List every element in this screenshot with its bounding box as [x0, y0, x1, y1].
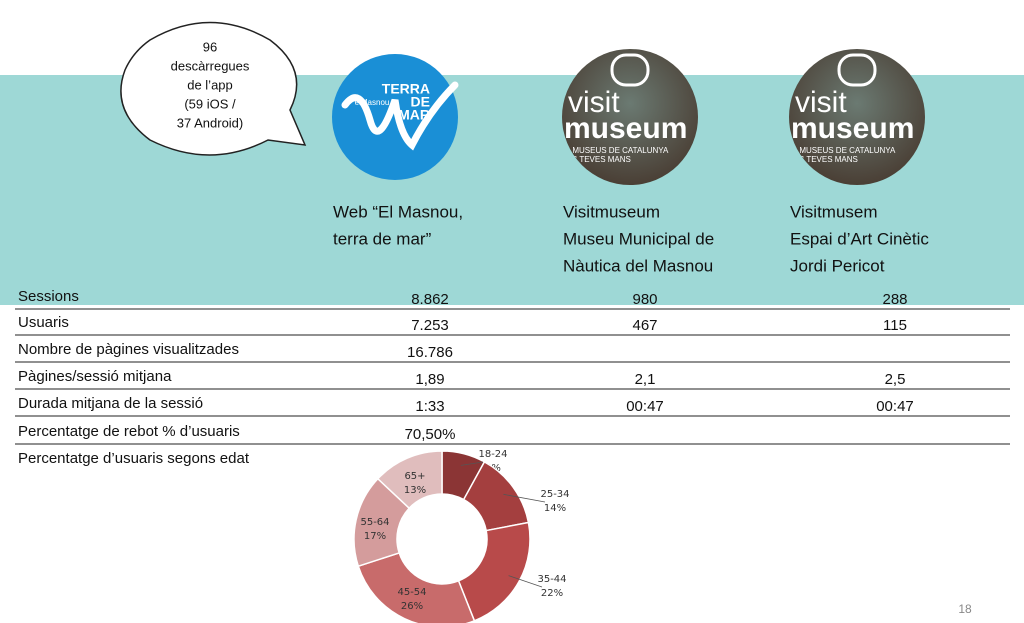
column-header: Espai d’Art Cinètic — [790, 229, 929, 248]
logo-text: visit — [795, 86, 847, 119]
column-header: Jordi Pericot — [790, 256, 885, 275]
cell-value: 2,5 — [885, 371, 906, 388]
row-label: Durada mitjana de la sessió — [18, 395, 203, 412]
segment-label: 35-44 — [537, 574, 566, 585]
row-label: Nombre de pàgines visualitzades — [18, 341, 239, 358]
logo-text: museum — [564, 112, 687, 145]
leader-line — [508, 575, 543, 588]
cell-value: 467 — [632, 317, 657, 334]
column-header: Visitmuseum — [563, 202, 660, 221]
segment-value: 14% — [544, 503, 566, 514]
segment-label: 65+ — [404, 471, 425, 482]
column-header: terra de mar” — [333, 229, 432, 248]
bubble-text: (59 iOS / — [184, 96, 236, 111]
logo-text: DE — [411, 94, 430, 110]
logo-wave — [341, 81, 459, 151]
bubble-text: 37 Android) — [177, 115, 244, 130]
logo-visitmuseum — [562, 49, 698, 185]
cell-value: 115 — [883, 317, 907, 334]
cell-value: 16.786 — [407, 344, 453, 361]
cell-value: 8.862 — [411, 291, 449, 308]
cell-value: 980 — [632, 291, 657, 308]
logo-text: museum — [791, 112, 914, 145]
logo-small: A LES TEVES MANS — [555, 155, 631, 164]
row-label: Pàgines/sessió mitjana — [18, 368, 172, 385]
cell-value: 7.253 — [411, 317, 449, 334]
bubble-text: 96 — [203, 39, 217, 54]
donut-segment — [357, 551, 476, 623]
cell-value: 1:33 — [415, 398, 444, 415]
segment-label: 45-54 — [397, 587, 426, 598]
cell-value: 00:47 — [626, 398, 664, 415]
row-label: Usuaris — [18, 314, 69, 331]
logo-small: ELS MUSEUS DE CATALUNYA — [555, 146, 669, 155]
logo-small: A LES TEVES MANS — [782, 155, 858, 164]
leader-line — [460, 461, 484, 466]
speech-bubble — [120, 21, 307, 156]
logo-text: MAR — [398, 107, 430, 123]
segment-label: 55-64 — [360, 517, 389, 528]
cell-value: 288 — [882, 291, 907, 308]
cell-value: 00:47 — [876, 398, 914, 415]
logo-small: elMasnou — [355, 98, 390, 107]
page-number: 18 — [958, 602, 972, 616]
column-header: Museu Municipal de — [563, 229, 714, 248]
column-header: Nàutica del Masnou — [563, 256, 713, 275]
cell-value: 70,50% — [405, 426, 456, 443]
logo-text: visit — [568, 86, 620, 119]
cell-value: 1,89 — [415, 371, 444, 388]
logo-icon — [610, 53, 650, 87]
segment-label: 25-34 — [540, 489, 569, 500]
bubble-text: descàrregues — [171, 58, 250, 73]
column-header: Web “El Masnou, — [333, 202, 463, 221]
segment-label: 18-24 — [478, 449, 507, 460]
bubble-text: de l’app — [187, 77, 233, 92]
segment-value: 22% — [541, 588, 563, 599]
logo-small: ELS MUSEUS DE CATALUNYA — [782, 146, 896, 155]
segment-value: 13% — [404, 485, 426, 496]
logo-text: TERRA — [382, 81, 430, 97]
row-label: Sessions — [18, 288, 79, 305]
column-header: Visitmusem — [790, 202, 878, 221]
logo-visitmuseum — [789, 49, 925, 185]
logo-icon — [837, 53, 877, 87]
cell-value: 2,1 — [635, 371, 656, 388]
row-label: Percentatge de rebot % d’usuaris — [18, 423, 240, 440]
segment-value: 26% — [401, 601, 423, 612]
leader-line — [503, 493, 546, 503]
chart-title: Percentatge d’usuaris segons edat — [18, 450, 250, 467]
donut-segment — [376, 450, 443, 510]
segment-value: 17% — [364, 531, 386, 542]
